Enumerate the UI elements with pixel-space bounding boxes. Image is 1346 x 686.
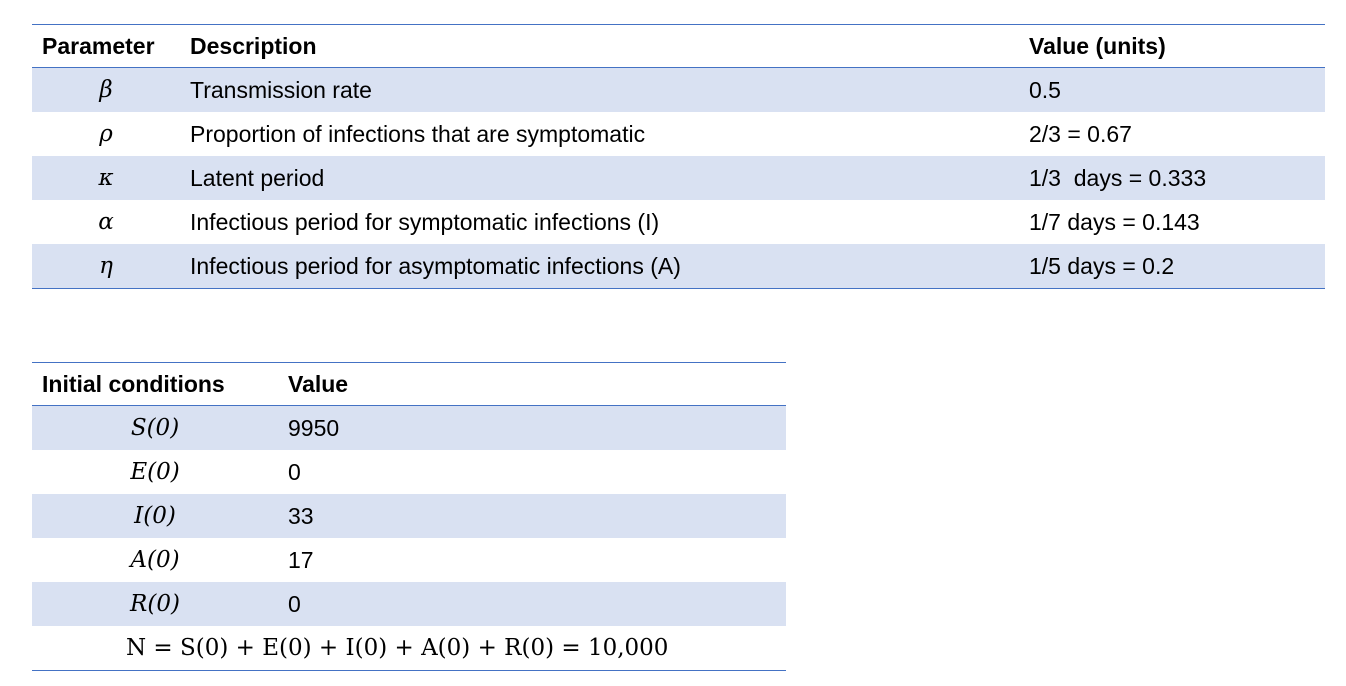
parameter-description: Transmission rate <box>180 67 1019 112</box>
table-row: S(0) 9950 <box>32 405 786 450</box>
initial-conditions-table: Initial conditions Value S(0) 9950 E(0) … <box>32 362 786 671</box>
table-header-row: Initial conditions Value <box>32 362 786 406</box>
condition-symbol: R(0) <box>32 582 278 626</box>
table-row: α Infectious period for symptomatic infe… <box>32 200 1325 244</box>
parameter-symbol: β <box>32 67 180 112</box>
condition-value: 17 <box>288 546 314 573</box>
column-header-parameter: Parameter <box>32 24 180 68</box>
column-header-initial-conditions: Initial conditions <box>32 362 278 406</box>
table-row: ρ Proportion of infections that are symp… <box>32 112 1325 156</box>
table-row: β Transmission rate 0.5 <box>32 67 1325 112</box>
table-row: A(0) 17 <box>32 538 786 582</box>
parameter-value: 1/5 days = 0.2 <box>1019 244 1325 289</box>
parameter-description: Latent period <box>180 156 1019 200</box>
condition-symbol: E(0) <box>130 459 180 485</box>
table-header-row: Parameter Description Value (units) <box>32 24 1325 68</box>
table-row: R(0) 0 <box>32 582 786 626</box>
table-row: η Infectious period for asymptomatic inf… <box>32 244 1325 289</box>
table-row: E(0) 0 <box>32 450 786 494</box>
condition-value: 9950 <box>278 405 786 450</box>
parameters-table: Parameter Description Value (units) β Tr… <box>32 24 1325 289</box>
parameter-symbol: η <box>32 244 180 289</box>
condition-value: 0 <box>288 458 301 485</box>
parameter-description: Infectious period for asymptomatic infec… <box>180 244 1019 289</box>
condition-value: 0 <box>278 582 786 626</box>
parameter-value: 2/3 = 0.67 <box>1029 120 1132 147</box>
parameter-value: 1/7 days = 0.143 <box>1029 208 1200 235</box>
parameter-description: Infectious period for symptomatic infect… <box>190 208 660 235</box>
condition-symbol: A(0) <box>130 547 180 573</box>
column-header-value: Value <box>278 362 786 406</box>
parameter-symbol: κ <box>32 156 180 200</box>
condition-symbol: I(0) <box>32 494 278 538</box>
total-row: N = S(0) + E(0) + I(0) + A(0) + R(0) = 1… <box>32 626 786 671</box>
total-population-formula: N = S(0) + E(0) + I(0) + A(0) + R(0) = 1… <box>32 626 786 671</box>
parameter-symbol: ρ <box>99 121 113 147</box>
parameter-symbol: α <box>98 209 114 235</box>
condition-symbol: S(0) <box>32 405 278 450</box>
condition-value: 33 <box>278 494 786 538</box>
column-header-description: Description <box>180 24 1019 68</box>
parameter-value: 0.5 <box>1019 67 1325 112</box>
table-row: I(0) 33 <box>32 494 786 538</box>
column-header-value: Value (units) <box>1019 24 1325 68</box>
parameter-description: Proportion of infections that are sympto… <box>190 120 646 147</box>
table-row: κ Latent period 1/3 days = 0.333 <box>32 156 1325 200</box>
parameter-value: 1/3 days = 0.333 <box>1019 156 1325 200</box>
